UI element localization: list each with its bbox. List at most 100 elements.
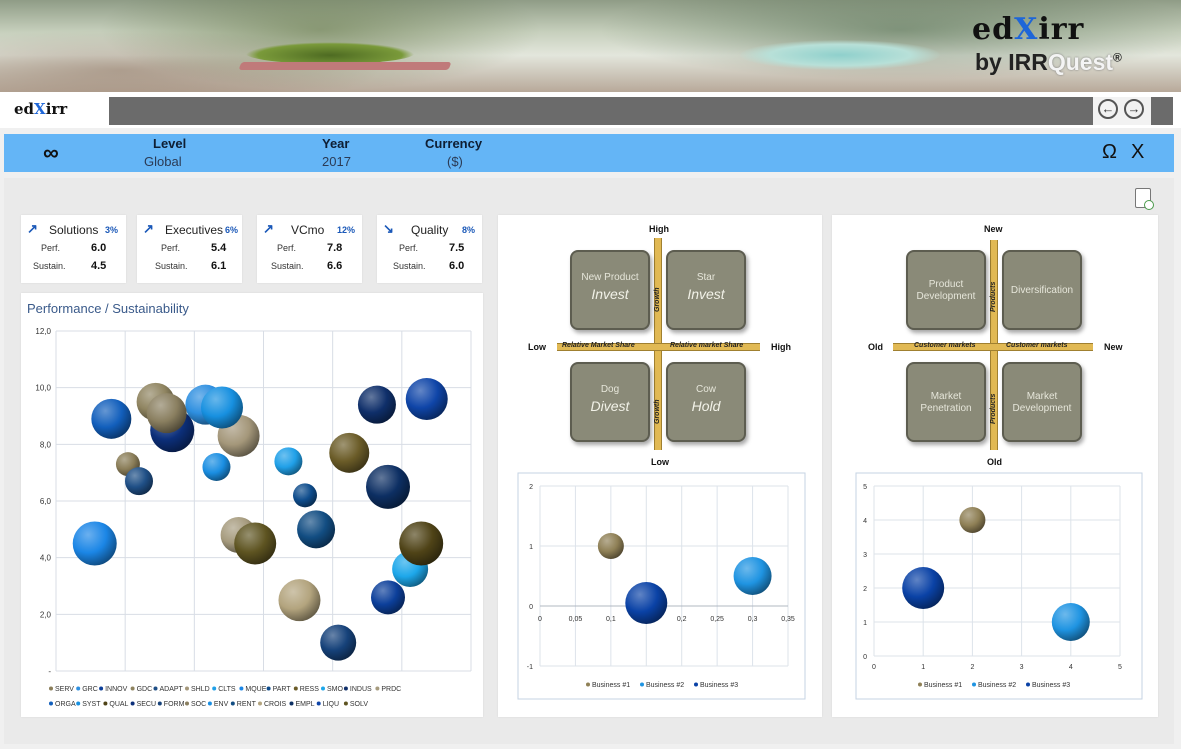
legend-label: Business #1 [592,682,630,689]
tile-label: Dog [600,384,620,395]
tile-label: Development [916,291,976,302]
legend-dot [99,686,104,691]
y-tick-label: 5 [863,484,867,491]
performance-panel [21,293,483,717]
perf-value: 5.4 [211,242,227,254]
x-tick-label: 5 [1118,664,1122,671]
kpi-percent: 6% [225,225,239,235]
navigation-field[interactable] [109,97,1094,125]
export-document-icon[interactable] [1135,188,1154,210]
close-icon[interactable]: X [1131,141,1145,163]
sustain-label: Sustain. [393,261,426,271]
legend-dot [918,682,922,687]
legend-dot [157,701,162,706]
legend-dot [972,682,976,687]
bubble-form [320,624,357,661]
perf-value: 6.0 [91,242,107,254]
bcg-axis-label-left: Relative Market Share [562,342,635,349]
legend-label: LIQU [323,701,339,708]
perf-label: Perf. [277,243,297,253]
legend-label: ORGA [55,701,76,708]
year-value[interactable]: 2017 [322,154,351,169]
y-tick-label: 4 [863,518,867,525]
sustain-value: 6.6 [327,260,343,272]
nav-logo-part: irr [45,100,68,118]
legend-dot [76,701,81,706]
nav-logo[interactable]: edXirr [14,100,67,118]
infinity-icon[interactable]: ∞ [43,140,59,165]
bubble-business-3 [902,567,945,609]
kpi-percent: 3% [105,225,119,235]
level-value[interactable]: Global [144,154,182,169]
x-tick-label: 1 [921,664,925,671]
bcg-tile-star[interactable]: Star Invest [666,250,746,330]
legend-dot [49,686,53,691]
bubble-orga [91,398,132,439]
omega-icon[interactable]: Ω [1102,141,1117,163]
filter-bar [4,134,1174,172]
ansoff-tile-market-penetration[interactable]: Market Penetration [906,362,986,442]
ansoff-tile-market-development[interactable]: Market Development [1002,362,1082,442]
legend-dot [694,682,698,687]
brand-logo-part: irr [1038,12,1085,47]
legend-dot [293,686,298,691]
chart-frame [855,472,1143,700]
legend-dot [230,701,235,706]
header-banner [0,0,1181,92]
legend-label: GDC [137,686,153,693]
perf-label: Perf. [399,243,419,253]
legend-dot [266,686,271,691]
bubble-clts [274,447,303,476]
kpi-card-executives[interactable]: ↗ Executives 6% Perf. 5.4 Sustain. 6.1 [137,215,242,283]
legend-label: SOC [191,701,206,708]
bubble-solv [234,522,277,565]
ansoff-tile-product-development[interactable]: Product Development [906,250,986,330]
tile-action: Invest [687,286,725,302]
legend-label: GRC [82,686,98,693]
bubble-business-2 [733,557,772,595]
legend-dot [76,686,81,691]
brand-byline-quest: Quest [1047,49,1114,75]
legend-dot [316,701,321,706]
legend-label: Business #2 [978,682,1016,689]
trend-up-icon: ↗ [27,221,38,236]
legend-dot [289,701,294,706]
legend-dot [212,686,217,691]
legend-label: Business #2 [646,682,684,689]
bcg-tile-cow[interactable]: Cow Hold [666,362,746,442]
legend-label: CLTS [218,686,236,693]
legend-label: SERV [55,686,74,693]
bubble-syst [201,386,243,429]
currency-value[interactable]: ($) [447,154,463,169]
y-tick-label: - [48,667,51,676]
banner-hand-image [740,40,940,70]
x-tick-label: 4 [1069,664,1073,671]
x-tick-label: 0,3 [748,616,758,623]
back-arrow-icon[interactable]: ← [1098,99,1118,119]
year-label: Year [322,136,350,151]
kpi-name: Quality [411,223,449,237]
bcg-tile-dog[interactable]: Dog Divest [570,362,650,442]
tile-action: Divest [590,398,630,414]
forward-arrow-icon[interactable]: → [1124,99,1144,119]
kpi-card-vcmo[interactable]: ↗ VCmo 12% Perf. 7.8 Sustain. 6.6 [257,215,362,283]
bcg-tile-new-product[interactable]: New Product Invest [570,250,650,330]
ansoff-new-top-label: New [984,224,1003,234]
kpi-card-solutions[interactable]: ↗ Solutions 3% Perf. 6.0 Sustain. 4.5 [21,215,126,283]
legend-dot [130,686,135,691]
y-tick-label: 3 [863,552,867,559]
bubble-empl [366,464,410,509]
tile-label: Cow [695,384,716,395]
kpi-card-quality[interactable]: ↘ Quality 8% Perf. 7.5 Sustain. 6.0 [377,215,482,283]
tile-label: Market [1026,391,1058,402]
currency-label: Currency [425,136,483,151]
legend-label: PRDC [381,686,401,693]
ansoff-tile-diversification[interactable]: Diversification [1002,250,1082,330]
trend-down-icon: ↘ [383,221,394,236]
legend-label: SOLV [350,701,368,708]
ansoff-old-bottom-label: Old [987,457,1002,467]
legend-dot [239,686,244,691]
y-tick-label: 1 [863,620,867,627]
y-tick-label: 4,0 [40,554,52,563]
perf-value: 7.8 [327,242,343,254]
